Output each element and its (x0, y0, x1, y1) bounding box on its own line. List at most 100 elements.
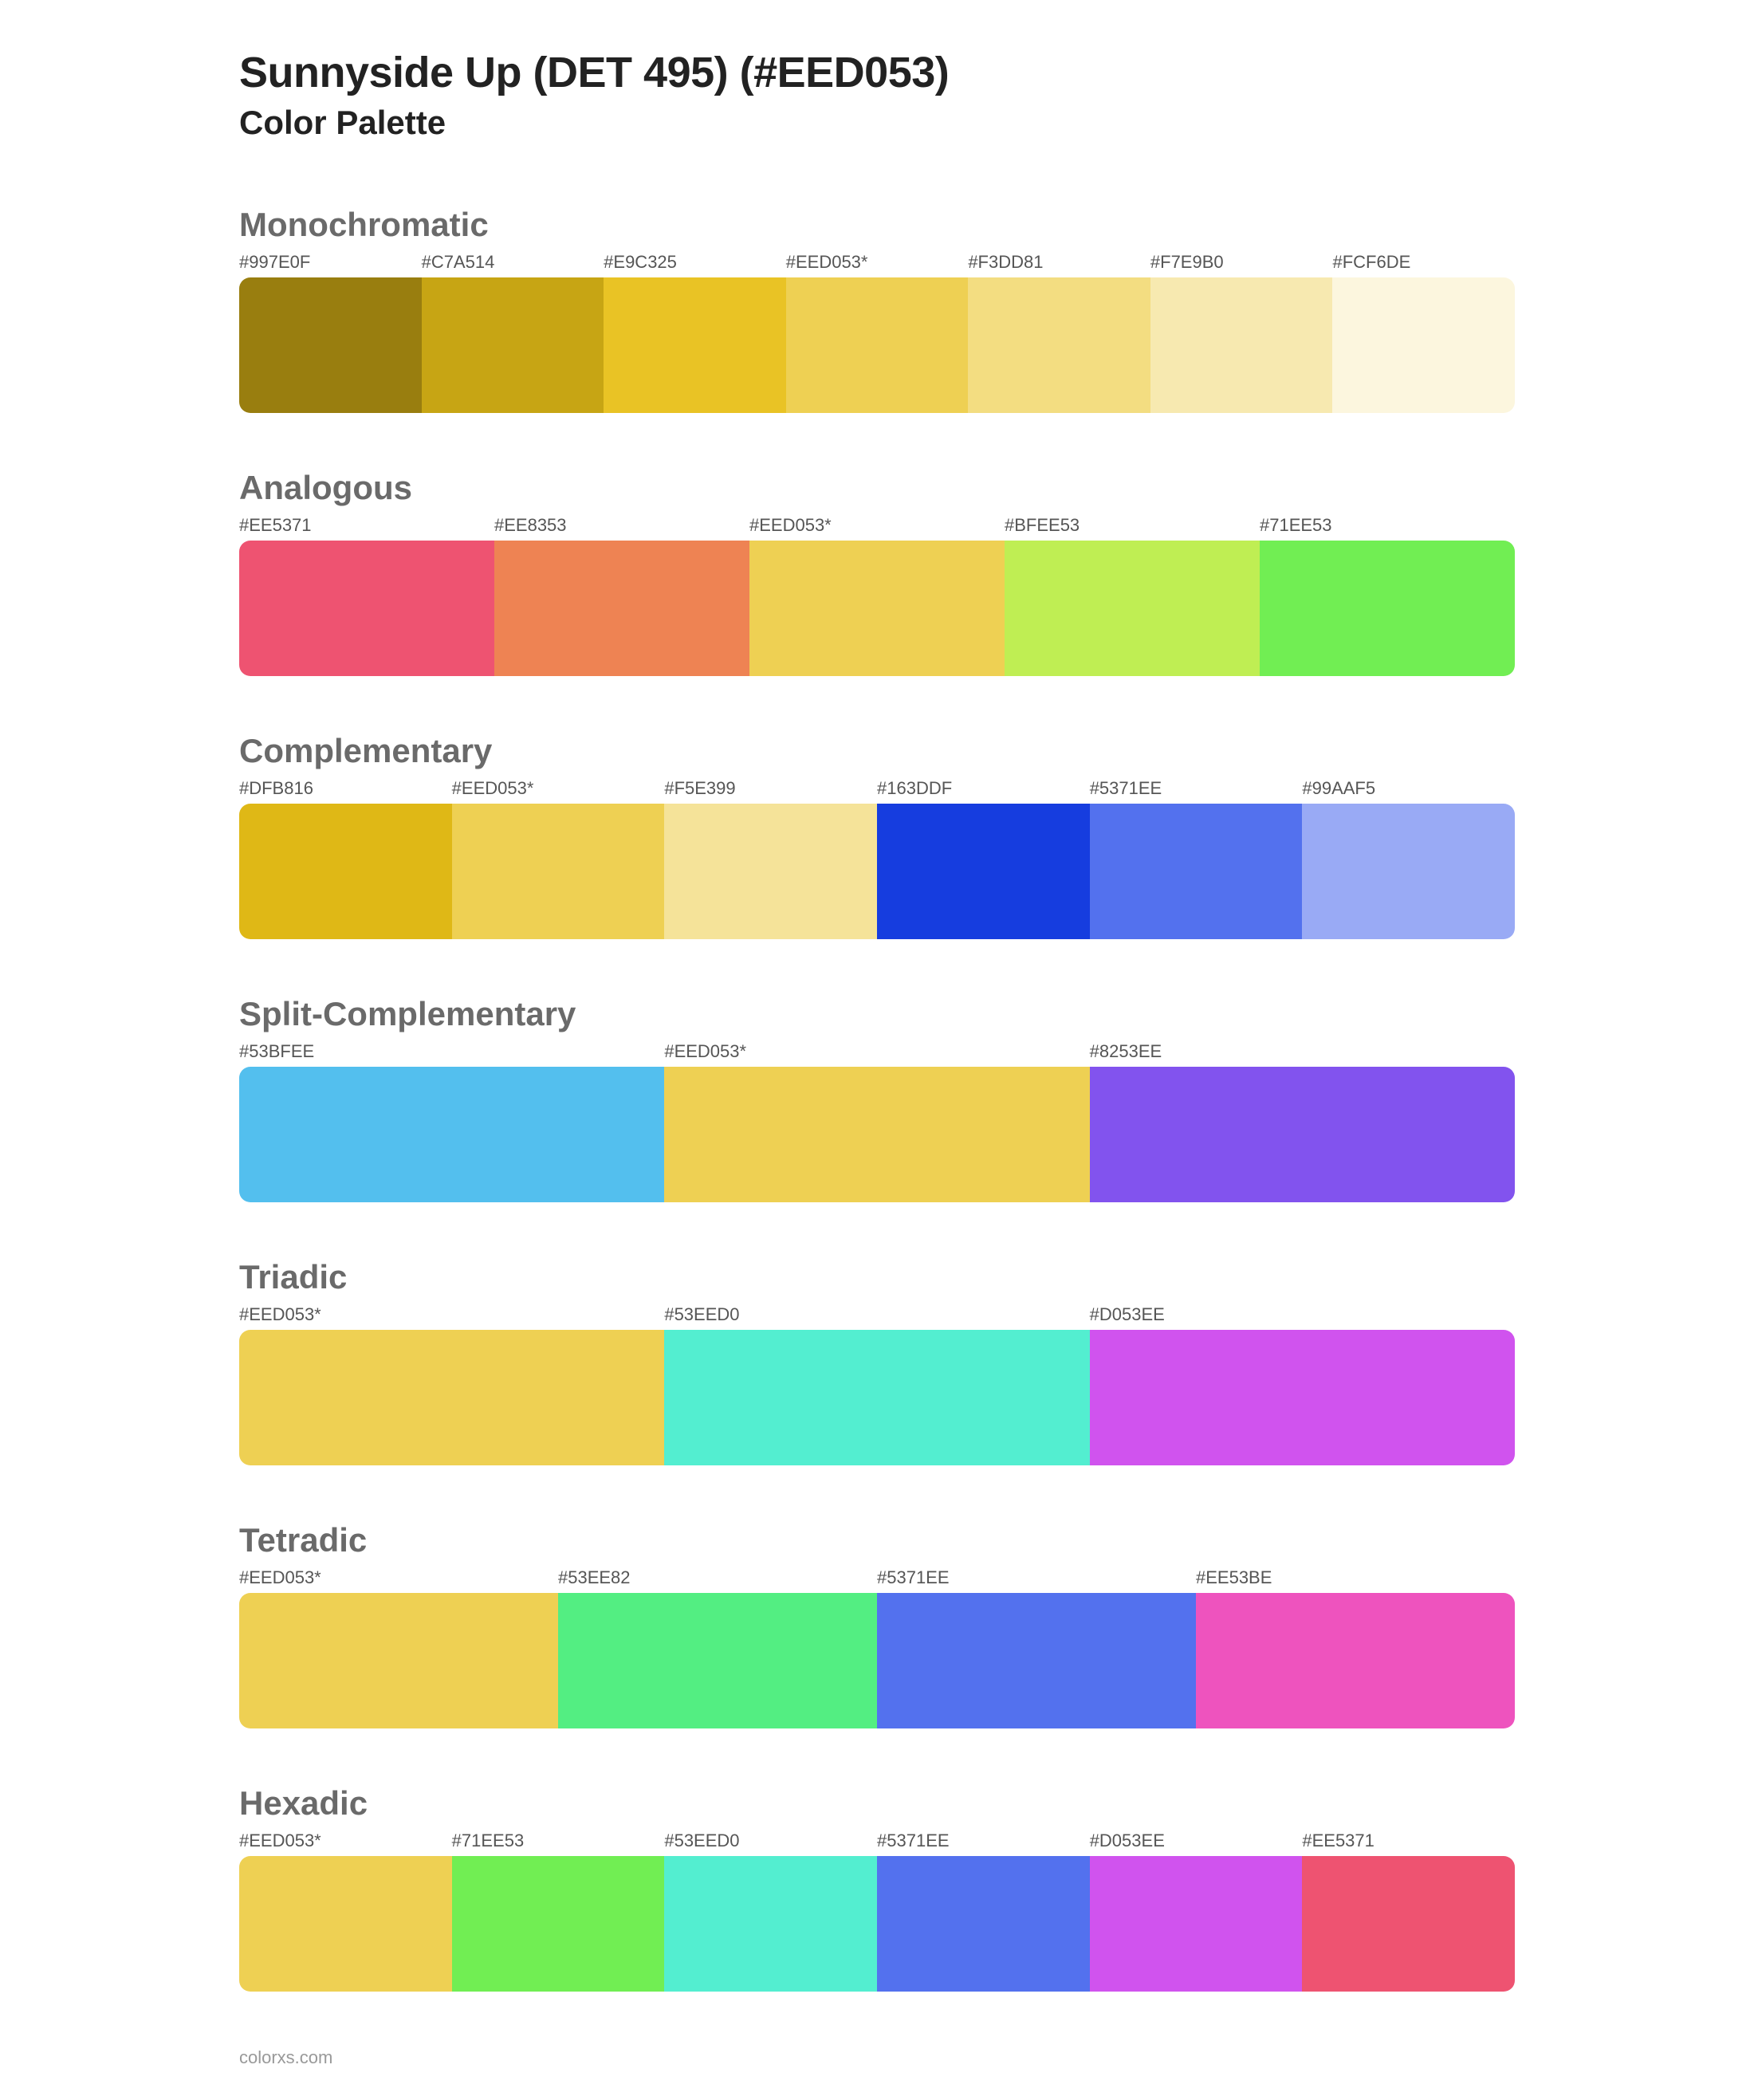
swatch-cell: #E9C325 (604, 252, 786, 413)
swatch-cell: #EED053* (239, 1567, 558, 1728)
color-swatch[interactable] (1196, 1593, 1515, 1728)
swatch-label: #EE8353 (494, 515, 749, 541)
swatch-cell: #EED053* (452, 778, 665, 939)
swatch-cell: #F7E9B0 (1150, 252, 1333, 413)
swatch-label: #71EE53 (1260, 515, 1515, 541)
page-subtitle: Color Palette (239, 104, 1515, 142)
color-swatch[interactable] (1302, 804, 1515, 939)
color-swatch[interactable] (558, 1593, 877, 1728)
swatch-label: #F5E399 (664, 778, 877, 804)
color-swatch[interactable] (1150, 277, 1333, 413)
swatch-cell: #D053EE (1090, 1304, 1515, 1465)
color-swatch[interactable] (239, 541, 494, 676)
swatch-label: #DFB816 (239, 778, 452, 804)
swatch-label: #EED053* (664, 1041, 1089, 1067)
swatch-label: #5371EE (1090, 778, 1303, 804)
swatch-label: #5371EE (877, 1567, 1196, 1593)
swatch-cell: #EE53BE (1196, 1567, 1515, 1728)
section-title: Analogous (239, 469, 1515, 507)
swatch-cell: #5371EE (877, 1567, 1196, 1728)
color-swatch[interactable] (1090, 1856, 1303, 1992)
swatch-label: #53EED0 (664, 1831, 877, 1856)
color-swatch[interactable] (968, 277, 1150, 413)
section-title: Complementary (239, 732, 1515, 770)
color-swatch[interactable] (877, 1856, 1090, 1992)
swatch-label: #53EED0 (664, 1304, 1089, 1330)
swatch-cell: #EE5371 (239, 515, 494, 676)
color-swatch[interactable] (877, 804, 1090, 939)
swatch-cell: #F3DD81 (968, 252, 1150, 413)
color-swatch[interactable] (664, 804, 877, 939)
swatch-cell: #99AAF5 (1302, 778, 1515, 939)
color-swatch[interactable] (452, 1856, 665, 1992)
swatch-label: #E9C325 (604, 252, 786, 277)
color-swatch[interactable] (239, 1856, 452, 1992)
color-swatch[interactable] (664, 1856, 877, 1992)
color-swatch[interactable] (749, 541, 1005, 676)
color-swatch[interactable] (239, 804, 452, 939)
swatch-label: #F7E9B0 (1150, 252, 1333, 277)
color-swatch[interactable] (239, 1593, 558, 1728)
color-swatch[interactable] (1302, 1856, 1515, 1992)
swatch-cell: #FCF6DE (1332, 252, 1515, 413)
swatch-label: #EED053* (239, 1304, 664, 1330)
swatch-cell: #EED053* (664, 1041, 1089, 1202)
swatch-cell: #53EE82 (558, 1567, 877, 1728)
swatch-label: #EED053* (749, 515, 1005, 541)
color-swatch[interactable] (786, 277, 969, 413)
color-swatch[interactable] (664, 1330, 1089, 1465)
swatch-cell: #BFEE53 (1005, 515, 1260, 676)
swatch-cell: #EED053* (239, 1831, 452, 1992)
swatch-cell: #EE8353 (494, 515, 749, 676)
palette-section: Complementary #DFB816#EED053*#F5E399#163D… (239, 732, 1515, 939)
color-swatch[interactable] (604, 277, 786, 413)
sections-container: Monochromatic#997E0F#C7A514#E9C325#EED05… (239, 206, 1515, 1992)
swatch-label: #8253EE (1090, 1041, 1515, 1067)
swatch-label: #EE53BE (1196, 1567, 1515, 1593)
swatch-row: #53BFEE#EED053*#8253EE (239, 1041, 1515, 1202)
color-swatch[interactable] (239, 277, 422, 413)
color-swatch[interactable] (239, 1067, 664, 1202)
swatch-cell: #53EED0 (664, 1831, 877, 1992)
color-swatch[interactable] (452, 804, 665, 939)
swatch-cell: #DFB816 (239, 778, 452, 939)
swatch-cell: #8253EE (1090, 1041, 1515, 1202)
swatch-label: #997E0F (239, 252, 422, 277)
swatch-cell: #163DDF (877, 778, 1090, 939)
color-swatch[interactable] (494, 541, 749, 676)
color-swatch[interactable] (1260, 541, 1515, 676)
color-swatch[interactable] (1090, 1067, 1515, 1202)
swatch-cell: #EED053* (749, 515, 1005, 676)
swatch-cell: #53EED0 (664, 1304, 1089, 1465)
swatch-label: #99AAF5 (1302, 778, 1515, 804)
swatch-label: #5371EE (877, 1831, 1090, 1856)
section-title: Triadic (239, 1258, 1515, 1296)
color-swatch[interactable] (1332, 277, 1515, 413)
color-swatch[interactable] (422, 277, 604, 413)
swatch-label: #EED053* (239, 1831, 452, 1856)
swatch-label: #C7A514 (422, 252, 604, 277)
swatch-cell: #EE5371 (1302, 1831, 1515, 1992)
section-title: Monochromatic (239, 206, 1515, 244)
swatch-label: #BFEE53 (1005, 515, 1260, 541)
swatch-label: #D053EE (1090, 1304, 1515, 1330)
swatch-cell: #5371EE (877, 1831, 1090, 1992)
swatch-row: #DFB816#EED053*#F5E399#163DDF#5371EE#99A… (239, 778, 1515, 939)
color-swatch[interactable] (1005, 541, 1260, 676)
swatch-row: #EE5371#EE8353#EED053*#BFEE53#71EE53 (239, 515, 1515, 676)
swatch-label: #53EE82 (558, 1567, 877, 1593)
swatch-row: #997E0F#C7A514#E9C325#EED053*#F3DD81#F7E… (239, 252, 1515, 413)
swatch-cell: #53BFEE (239, 1041, 664, 1202)
swatch-row: #EED053*#71EE53#53EED0#5371EE#D053EE#EE5… (239, 1831, 1515, 1992)
section-title: Split-Complementary (239, 995, 1515, 1033)
color-swatch[interactable] (1090, 804, 1303, 939)
palette-section: Triadic #EED053*#53EED0#D053EE (239, 1258, 1515, 1465)
color-swatch[interactable] (877, 1593, 1196, 1728)
color-swatch[interactable] (239, 1330, 664, 1465)
swatch-cell: #997E0F (239, 252, 422, 413)
color-swatch[interactable] (664, 1067, 1089, 1202)
swatch-label: #D053EE (1090, 1831, 1303, 1856)
swatch-label: #F3DD81 (968, 252, 1150, 277)
color-swatch[interactable] (1090, 1330, 1515, 1465)
swatch-label: #EED053* (239, 1567, 558, 1593)
